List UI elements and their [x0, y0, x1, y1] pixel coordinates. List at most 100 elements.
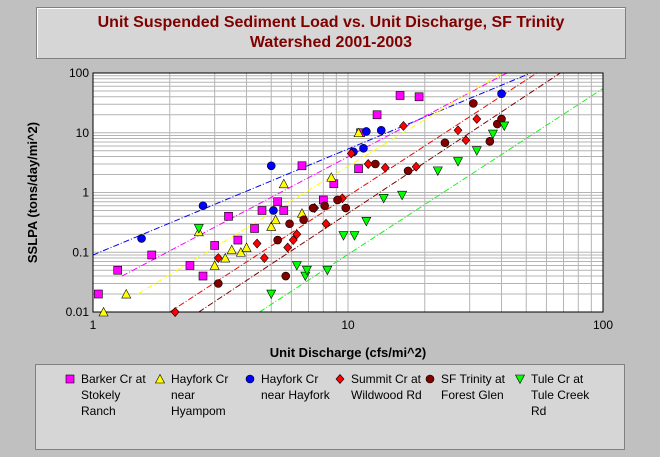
data-point [485, 136, 495, 146]
data-point [65, 374, 75, 384]
chart-title-box: Unit Suspended Sediment Load vs. Unit Di… [36, 7, 626, 59]
data-point [270, 214, 281, 225]
data-point [341, 203, 351, 213]
data-point [224, 211, 233, 221]
trend-line [259, 88, 603, 312]
data-point [472, 114, 482, 124]
data-point [281, 271, 291, 281]
data-point [185, 261, 195, 270]
y-axis-label: SSLPA (tons/day/mi^2) [25, 122, 40, 263]
data-point [266, 221, 277, 231]
data-point [226, 244, 237, 255]
y-tick-label: 10 [76, 126, 90, 140]
data-point [288, 235, 298, 246]
data-point [259, 253, 269, 263]
data-point [399, 120, 408, 131]
data-point [308, 203, 318, 213]
data-point [354, 164, 363, 174]
data-point [333, 195, 342, 205]
data-point [299, 215, 308, 225]
x-tick-label: 1 [90, 318, 97, 332]
data-point [353, 127, 364, 138]
data-point [273, 197, 282, 207]
data-point [363, 159, 373, 169]
legend-label: Tule Cr at Tule Creek Rd [531, 372, 590, 418]
data-point [283, 242, 293, 253]
data-point [461, 135, 471, 146]
data-point [378, 193, 389, 204]
data-point [292, 229, 302, 240]
legend-label: SF Trinity at Forest Glen [441, 372, 506, 402]
data-point [362, 127, 371, 136]
data-point [338, 231, 349, 241]
legend-label: Barker Cr at Stokely Ranch [81, 372, 146, 418]
data-point [380, 162, 390, 173]
data-point [497, 89, 506, 99]
data-point [285, 219, 294, 229]
trend-line [121, 73, 508, 277]
data-point [432, 166, 443, 177]
series-diamond [170, 114, 482, 317]
scatter-chart: 1 10 100 0.01 0.1 1 10 100 Unit Discharge (cfs/m… [25, 66, 613, 360]
legend-marker [515, 374, 525, 385]
data-point [297, 161, 307, 171]
legend-marker [245, 374, 255, 384]
legend-marker [425, 374, 435, 384]
data-point [403, 166, 413, 176]
data-point [113, 265, 123, 275]
data-point [170, 307, 180, 317]
legend-marker [65, 374, 75, 384]
data-point [209, 260, 220, 270]
trend-line [137, 73, 502, 295]
data-point [411, 161, 421, 172]
data-point [440, 138, 450, 148]
data-point [252, 238, 262, 249]
data-point [98, 306, 109, 317]
data-point [245, 374, 255, 384]
data-point [453, 125, 463, 136]
data-point [155, 373, 165, 384]
data-point [198, 271, 208, 281]
data-point [250, 224, 259, 233]
plot-border [92, 72, 604, 313]
data-point [471, 146, 482, 156]
data-point [94, 289, 103, 299]
data-point [279, 206, 289, 215]
series-circle [213, 99, 506, 288]
data-point [349, 231, 360, 241]
data-point [468, 99, 478, 108]
trend-lines [93, 73, 603, 312]
data-point [326, 172, 337, 182]
x-tick-label: 100 [593, 318, 613, 332]
data-point [515, 374, 525, 385]
legend: Barker Cr at Stokely Ranch Hayfork Cr nea… [35, 364, 625, 450]
data-point [233, 235, 243, 245]
data-point [397, 190, 408, 201]
data-point [361, 216, 372, 227]
data-point [371, 159, 380, 169]
data-point [320, 201, 329, 211]
x-axis-label: Unit Discharge (cfs/mi^2) [270, 345, 426, 360]
data-point [321, 218, 331, 229]
data-point [499, 121, 510, 132]
data-point [121, 288, 132, 299]
data-point [487, 129, 498, 140]
y-tick-label: 1 [82, 186, 89, 200]
data-point [235, 247, 246, 257]
data-point [395, 91, 405, 100]
data-point [322, 265, 333, 276]
x-tick-label: 10 [341, 318, 355, 332]
data-point [359, 143, 368, 153]
data-point [266, 289, 277, 300]
data-point [266, 161, 276, 171]
series-circle [137, 89, 506, 243]
data-point [425, 374, 435, 384]
data-point [198, 201, 208, 211]
data-point [372, 110, 382, 120]
legend-marker [155, 373, 165, 384]
data-point [137, 234, 146, 243]
y-tick-label: 100 [69, 66, 89, 80]
legend-label: Hayfork Cr near Hyampom [171, 372, 229, 418]
data-point [376, 125, 386, 135]
y-tick-label: 0.1 [72, 245, 89, 259]
